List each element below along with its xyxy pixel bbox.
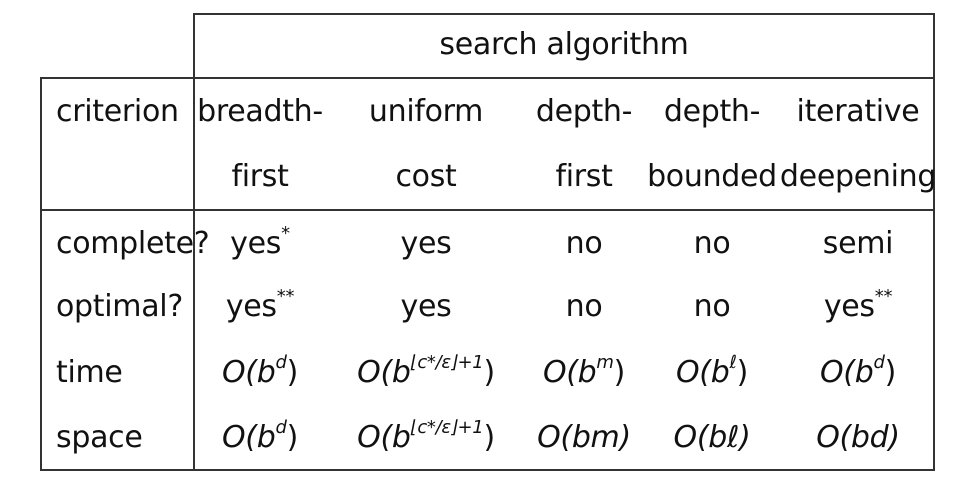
cell-complete-breadth-first: yes* xyxy=(230,223,290,261)
cell-time-uniform-cost: O(b⌊c*/ε⌋+1) xyxy=(357,352,495,390)
cell-optimal-uniform-cost: yes xyxy=(400,289,452,324)
top-border xyxy=(193,13,935,15)
criterion-divider xyxy=(193,13,195,471)
group-header: search algorithm xyxy=(439,27,689,62)
cell-space-iterative-deepening: O(bd) xyxy=(816,420,900,455)
cell-complete-iterative-deepening: semi xyxy=(822,226,894,261)
cell-space-depth-first: O(bm) xyxy=(537,420,631,455)
column-header-depth-bounded-line2: bounded xyxy=(647,159,777,194)
cell-optimal-depth-bounded: no xyxy=(693,289,731,324)
cell-time-breadth-first: O(bd) xyxy=(221,352,299,390)
bottom-border xyxy=(40,469,935,471)
column-header-uniform-cost-line1: uniform xyxy=(368,94,484,129)
column-header-uniform-cost-line2: cost xyxy=(395,159,457,194)
right-border xyxy=(933,13,935,471)
row-label-space: space xyxy=(56,420,143,455)
row-label-time: time xyxy=(56,355,123,390)
column-header-depth-first-line2: first xyxy=(555,159,613,194)
criterion-header: criterion xyxy=(56,94,179,129)
cell-complete-depth-bounded: no xyxy=(693,226,731,261)
row-label-optimal: optimal? xyxy=(56,289,183,324)
column-header-rule xyxy=(40,209,935,211)
cell-time-iterative-deepening: O(bd) xyxy=(819,352,897,390)
column-header-depth-bounded-line1: depth- xyxy=(663,94,761,129)
cell-time-depth-first: O(bm) xyxy=(542,352,626,390)
column-header-breadth-first-line2: first xyxy=(231,159,289,194)
header-rule xyxy=(40,77,935,79)
column-header-iterative-deepening-line1: iterative xyxy=(796,94,920,129)
cell-space-depth-bounded: O(bℓ) xyxy=(673,420,751,455)
column-header-breadth-first-line1: breadth- xyxy=(197,94,323,129)
cell-optimal-iterative-deepening: yes** xyxy=(823,286,893,324)
cell-space-uniform-cost: O(b⌊c*/ε⌋+1) xyxy=(357,417,495,455)
cell-time-depth-bounded: O(bℓ) xyxy=(675,352,749,390)
row-label-complete: complete? xyxy=(56,226,210,261)
cell-space-breadth-first: O(bd) xyxy=(221,417,299,455)
cell-complete-uniform-cost: yes xyxy=(400,226,452,261)
cell-complete-depth-first: no xyxy=(565,226,603,261)
left-border xyxy=(40,77,42,471)
column-header-depth-first-line1: depth- xyxy=(535,94,633,129)
cell-optimal-depth-first: no xyxy=(565,289,603,324)
cell-optimal-breadth-first: yes** xyxy=(225,286,295,324)
column-header-iterative-deepening-line2: deepening xyxy=(779,159,937,194)
